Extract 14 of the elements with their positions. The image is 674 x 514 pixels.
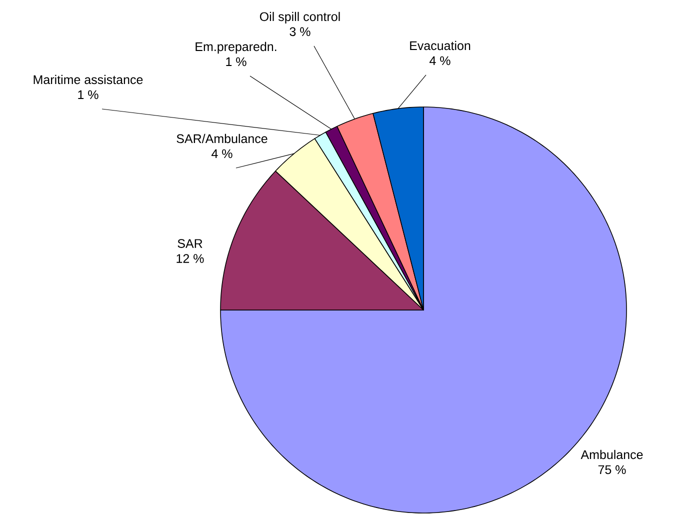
data-label: 75 % xyxy=(598,465,626,474)
slice-label: SAR xyxy=(178,239,202,248)
slice-label: SAR/Ambulance xyxy=(176,134,268,144)
data-label: 3 % xyxy=(290,27,310,36)
data-label: 12 % xyxy=(176,254,204,263)
data-label: 4 % xyxy=(212,149,232,158)
slice-label: Evacuation xyxy=(410,40,470,50)
slice-label: Oil spill control xyxy=(260,12,340,24)
data-label: 1 % xyxy=(226,57,246,66)
slice-label: Maritime assistance xyxy=(34,74,143,84)
slice-label: Ambulance xyxy=(580,450,643,460)
data-label: 1 % xyxy=(78,90,98,100)
data-label: 4 % xyxy=(430,56,450,66)
slice-label: Em.preparedn. xyxy=(196,42,276,54)
